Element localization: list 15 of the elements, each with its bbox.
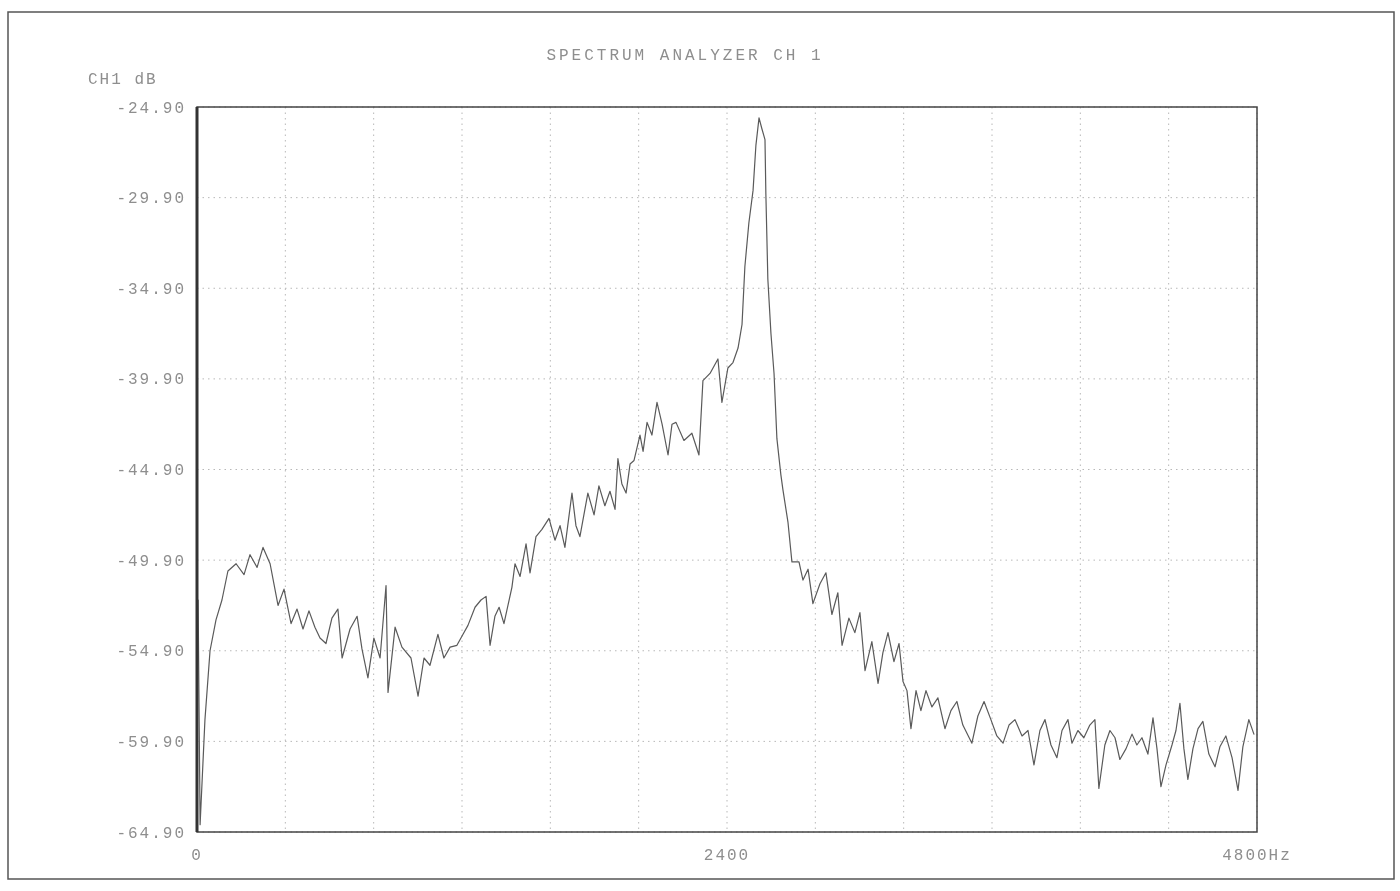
x-tick-label: 4800Hz [1222,847,1292,865]
line-series [197,117,1255,826]
y-tick-label: -49.90 [116,552,186,571]
y-tick-label: -64.90 [116,824,186,843]
y-tick-label: -39.90 [116,371,186,390]
y-tick-label: -29.90 [116,190,186,209]
y-tick-label: -24.90 [116,99,186,118]
y-tick-label: -59.90 [116,733,186,752]
y-axis-title: CH1 dB [88,71,158,89]
x-tick-label: 0 [191,847,203,865]
x-tick-label: 2400 [703,847,751,865]
y-tick-label: -34.90 [116,280,186,299]
y-tick-label: -54.90 [116,643,186,662]
chart-title: SPECTRUM ANALYZER CH 1 [546,47,824,65]
y-tick-label: -44.90 [116,462,186,481]
